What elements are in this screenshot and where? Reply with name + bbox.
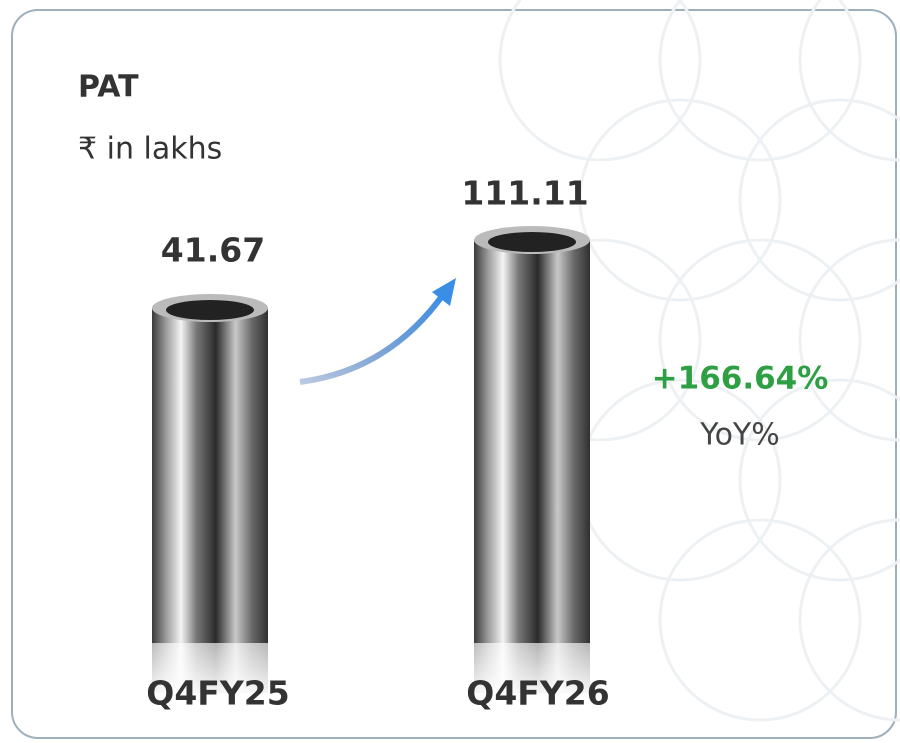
arrow-head: [432, 278, 456, 306]
cylinder: [472, 226, 592, 695]
cylinder: [150, 294, 270, 695]
background-pattern: [498, 0, 900, 722]
value-label: 111.11: [461, 174, 588, 213]
change-value: +166.64%: [652, 361, 829, 397]
category-label: Q4FY26: [466, 674, 609, 713]
change-label: YoY%: [699, 418, 780, 453]
unit: ₹ in lakhs: [78, 132, 222, 167]
category-label: Q4FY25: [146, 674, 289, 713]
title: PAT: [78, 70, 139, 105]
value-label: 41.67: [161, 231, 265, 270]
growth-arrow: [299, 290, 448, 385]
